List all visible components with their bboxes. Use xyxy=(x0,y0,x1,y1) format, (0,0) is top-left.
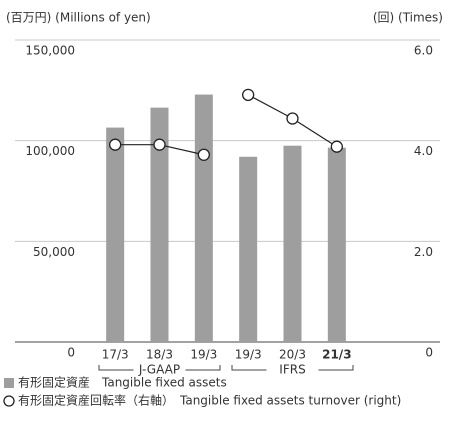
bar xyxy=(194,94,213,342)
x-tick-label: 20/3 xyxy=(279,348,306,362)
y2-tick-label: 0 xyxy=(425,346,433,360)
x-tick-label: 21/3 xyxy=(322,348,351,362)
y-tick-label: 0 xyxy=(67,346,75,360)
line-marker xyxy=(197,148,210,161)
y2-axis-label: (回) (Times) xyxy=(373,11,443,25)
line-marker xyxy=(109,138,122,151)
line-marker xyxy=(286,112,299,125)
y2-tick-label: 6.0 xyxy=(414,44,433,58)
line-marker xyxy=(242,88,255,102)
legend-swatch xyxy=(4,378,14,388)
legend-swatch xyxy=(3,395,15,407)
x-tick-label: 19/3 xyxy=(235,348,262,362)
group-label: IFRS xyxy=(279,363,305,377)
y-tick-label: 150,000 xyxy=(25,44,75,58)
legend-label: 有形固定資産 Tangible fixed assets xyxy=(18,375,227,390)
y-axis-label: (百万円) (Millions of yen) xyxy=(6,11,151,25)
bar xyxy=(283,145,302,342)
line-marker xyxy=(153,138,166,151)
y2-tick-label: 4.0 xyxy=(414,144,433,158)
x-tick-label: 19/3 xyxy=(190,348,217,362)
y-tick-label: 100,000 xyxy=(25,144,75,158)
group-label-bg xyxy=(133,363,186,377)
y2-tick-label: 2.0 xyxy=(414,245,433,259)
bar xyxy=(327,147,346,342)
y-tick-label: 50,000 xyxy=(33,245,75,259)
bar xyxy=(106,127,125,342)
x-tick-label: 18/3 xyxy=(146,348,173,362)
group-label: J-GAAP xyxy=(138,363,180,377)
bar xyxy=(150,107,169,342)
group-label-bg xyxy=(266,363,319,377)
legend-label: 有形固定資産回転率（右軸） Tangible fixed assets turn… xyxy=(18,393,401,408)
x-tick-label: 17/3 xyxy=(102,348,129,362)
line-marker xyxy=(330,140,343,153)
bar xyxy=(239,156,258,342)
